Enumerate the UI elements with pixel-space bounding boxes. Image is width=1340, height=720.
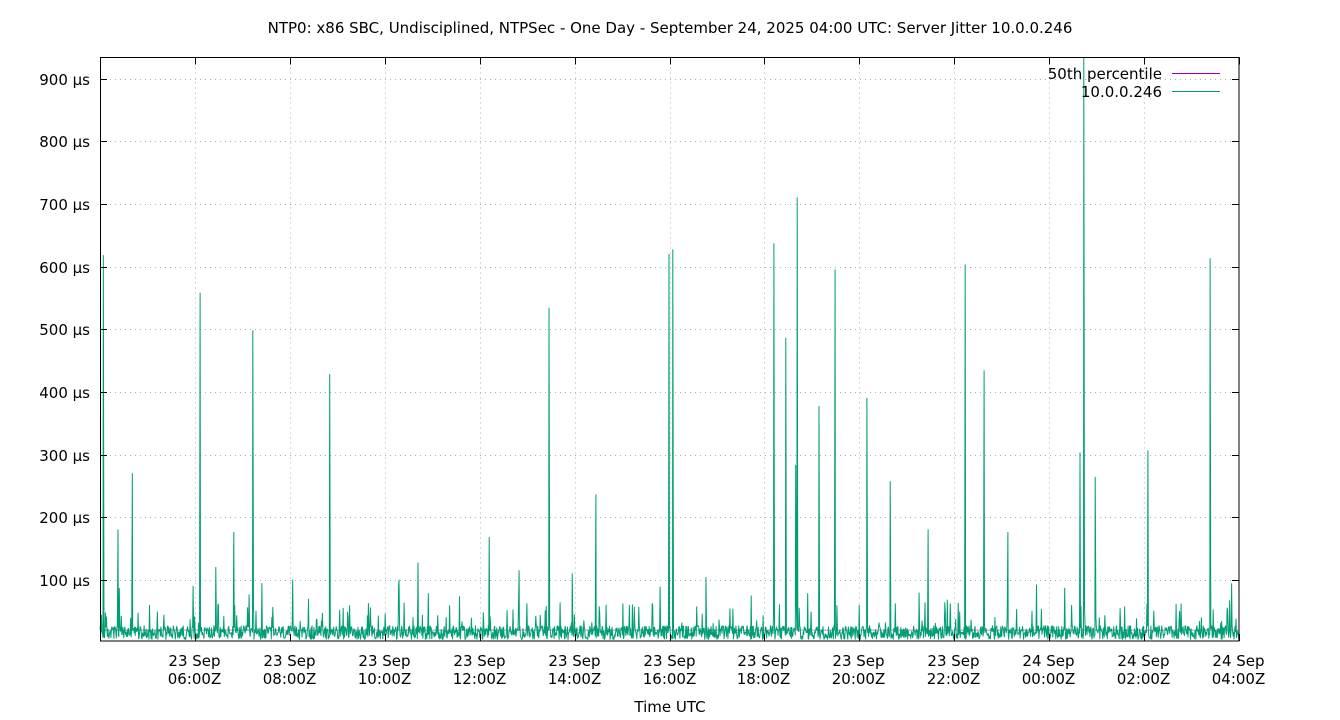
x-tick-label-time: 22:00Z bbox=[927, 670, 981, 688]
x-tick-label-time: 04:00Z bbox=[1212, 670, 1266, 688]
x-tick-label-date: 23 Sep bbox=[548, 652, 600, 670]
y-tick-label: 200 µs bbox=[39, 509, 90, 527]
x-tick-label-time: 12:00Z bbox=[453, 670, 507, 688]
x-tick-label-time: 10:00Z bbox=[358, 670, 412, 688]
series-line bbox=[99, 57, 1240, 640]
x-tick-label-date: 23 Sep bbox=[263, 652, 315, 670]
x-tick-label-date: 23 Sep bbox=[927, 652, 979, 670]
y-tick-label: 100 µs bbox=[39, 572, 90, 590]
y-tick-label: 300 µs bbox=[39, 447, 90, 465]
x-tick-label-time: 08:00Z bbox=[263, 670, 317, 688]
chart-title: NTP0: x86 SBC, Undisciplined, NTPSec - O… bbox=[267, 19, 1073, 37]
x-tick-label-date: 23 Sep bbox=[358, 652, 410, 670]
x-tick-label-time: 16:00Z bbox=[643, 670, 697, 688]
x-tick-label-date: 23 Sep bbox=[168, 652, 220, 670]
x-tick-label-date: 23 Sep bbox=[453, 652, 505, 670]
x-tick-label-date: 24 Sep bbox=[1212, 652, 1264, 670]
x-tick-label-time: 06:00Z bbox=[168, 670, 222, 688]
y-tick-label: 900 µs bbox=[39, 71, 90, 89]
legend-label-10-0-0-246: 10.0.0.246 bbox=[1081, 83, 1162, 101]
x-axis-label: Time UTC bbox=[633, 698, 705, 716]
y-tick-label: 700 µs bbox=[39, 196, 90, 214]
x-tick-label-time: 00:00Z bbox=[1022, 670, 1076, 688]
legend-label-50th-percentile: 50th percentile bbox=[1048, 65, 1162, 83]
x-tick-label-date: 23 Sep bbox=[737, 652, 789, 670]
x-tick-label-date: 24 Sep bbox=[1117, 652, 1169, 670]
series-10-0-0-246 bbox=[99, 57, 1240, 640]
x-tick-label-time: 02:00Z bbox=[1117, 670, 1171, 688]
x-tick-label-time: 20:00Z bbox=[832, 670, 886, 688]
x-tick-label-time: 14:00Z bbox=[548, 670, 602, 688]
y-tick-label: 600 µs bbox=[39, 259, 90, 277]
y-tick-label: 400 µs bbox=[39, 384, 90, 402]
y-tick-label: 800 µs bbox=[39, 133, 90, 151]
legend: 50th percentile 10.0.0.246 bbox=[1048, 65, 1220, 101]
x-tick-label-date: 24 Sep bbox=[1022, 652, 1074, 670]
x-tick-label-date: 23 Sep bbox=[643, 652, 695, 670]
y-axis: 100 µs 200 µs 300 µs 400 µs 500 µs 600 µs 700 … bbox=[39, 71, 1239, 590]
plot-frame bbox=[100, 57, 1240, 642]
x-tick-label-time: 18:00Z bbox=[737, 670, 791, 688]
y-tick-label: 500 µs bbox=[39, 321, 90, 339]
x-tick-label-date: 23 Sep bbox=[832, 652, 884, 670]
